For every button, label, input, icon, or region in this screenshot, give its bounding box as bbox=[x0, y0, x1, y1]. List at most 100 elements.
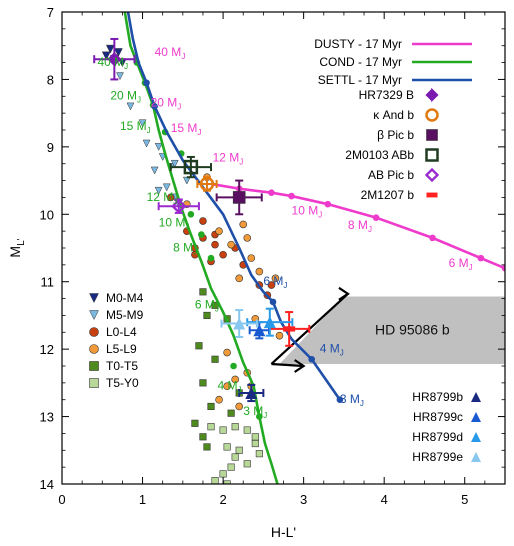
field-point-m0m4-0 bbox=[105, 44, 115, 54]
field-point-m5m9-4 bbox=[154, 143, 163, 151]
field-point-l0l4-4 bbox=[211, 240, 219, 249]
field-point-l5l9-3 bbox=[243, 234, 252, 242]
mass-label-dusty-5: 8 MJ bbox=[348, 218, 372, 234]
legend-model-dusty-label: DUSTY - 17 Myr bbox=[314, 37, 402, 51]
legend-hr8799-hr8799e-marker bbox=[471, 452, 481, 462]
field-point-l0l4-14 bbox=[267, 281, 276, 289]
field-point-m5m9-9 bbox=[154, 186, 163, 195]
field-point-m5m9-7 bbox=[182, 176, 191, 185]
mass-label-cond-10: 12 MJ bbox=[147, 190, 178, 206]
hd95086-region-layer: HD 95086 b bbox=[270, 286, 505, 373]
legend-field-t0t5-marker bbox=[89, 361, 99, 371]
field-point-l5l9-4 bbox=[215, 227, 223, 235]
companion-marker-twom0103 bbox=[183, 159, 199, 175]
hd95086-arrowhead-1 bbox=[338, 286, 350, 301]
field-point-l0l4-0 bbox=[166, 193, 175, 202]
field-point-t5y0-0 bbox=[207, 423, 215, 431]
mass-label-cond-8: 20 MJ bbox=[110, 89, 141, 105]
series-point-dusty-3 bbox=[324, 200, 332, 208]
x-axis-label: H-L' bbox=[271, 524, 296, 540]
x-tick-label-2: 2 bbox=[219, 492, 226, 507]
legend-companion-twom1207-marker bbox=[426, 192, 438, 198]
y-axis-label: ML' bbox=[7, 238, 27, 257]
y-tick-label-0: 7 bbox=[47, 5, 54, 20]
legend-hr8799-hr8799c-marker bbox=[471, 412, 481, 422]
series-point-cond-5 bbox=[187, 210, 195, 218]
field-point-m5m9-10 bbox=[150, 166, 159, 175]
field-point-t5y0-13 bbox=[251, 439, 259, 448]
companion-marker-hr8799b bbox=[245, 386, 258, 399]
companion-marker-hr8799c bbox=[253, 324, 266, 337]
field-point-l5l9-6 bbox=[271, 274, 280, 283]
field-point-t5y0-10 bbox=[211, 477, 219, 484]
series-point-dusty-7 bbox=[501, 264, 505, 272]
field-point-m5m9-3 bbox=[142, 139, 151, 148]
x-tick-label-0: 0 bbox=[58, 492, 65, 507]
field-point-l0l4-12 bbox=[199, 217, 207, 225]
field-point-t0t5-2 bbox=[195, 342, 203, 350]
y-tick-label-2: 9 bbox=[47, 140, 54, 155]
legend-field-m0m4-label: M0-M4 bbox=[106, 291, 144, 305]
field-point-t5y0-9 bbox=[219, 470, 227, 478]
field-point-t0t5-3 bbox=[203, 311, 211, 319]
mass-label-dusty-4: 10 MJ bbox=[292, 203, 323, 219]
legend-companion-twom1207-label: 2M1207 b bbox=[361, 188, 415, 202]
mass-label-cond-7: 40 MJ bbox=[97, 55, 128, 71]
series-point-settl-4 bbox=[336, 396, 344, 404]
legends-layer: DUSTY - 17 Myr COND - 17 Myr SETTL - 17 My… bbox=[89, 37, 481, 464]
series-point-settl-1 bbox=[151, 103, 158, 110]
field-points-layer bbox=[101, 44, 284, 484]
legend-companion-hr7329-marker bbox=[425, 87, 439, 103]
legend-field-t5y0-marker bbox=[89, 378, 99, 388]
legend-field-l0l4-label: L0-L4 bbox=[106, 325, 137, 339]
legend-field-l0l4-marker bbox=[89, 327, 99, 337]
legend-companion-twom0103-label: 2M0103 ABb bbox=[345, 148, 414, 162]
field-point-t5y0-6 bbox=[223, 443, 231, 451]
mass-label-cond-15: 3 MJ bbox=[243, 404, 267, 420]
series-point-cond-9 bbox=[256, 413, 263, 420]
field-point-t5y0-2 bbox=[231, 423, 239, 431]
legend-companion-betapic-label: β Pic b bbox=[377, 128, 414, 142]
series-point-dusty-4 bbox=[372, 214, 380, 221]
hd95086-region bbox=[279, 296, 505, 364]
field-point-t5y0-14 bbox=[255, 450, 263, 458]
legend-hr8799-hr8799e-label: HR8799e bbox=[412, 450, 463, 464]
companion-marker-hr8799e bbox=[233, 317, 246, 330]
x-tick-label-1: 1 bbox=[139, 492, 146, 507]
mass-label-cond-12: 8 MJ bbox=[173, 240, 197, 256]
field-point-l5l9-8 bbox=[227, 240, 235, 249]
legend-model-cond-label: COND - 17 Myr bbox=[319, 55, 402, 69]
mass-label-cond-14: 4 MJ bbox=[217, 379, 241, 395]
legend-field-t5y0-label: T5-Y0 bbox=[106, 376, 139, 390]
companion-marker-abpic bbox=[171, 198, 187, 214]
legend-field-m5m9-label: M5-M9 bbox=[106, 308, 144, 322]
series-point-dusty-1 bbox=[268, 189, 275, 197]
field-point-t5y0-7 bbox=[231, 453, 239, 461]
hd95086-arrow-0 bbox=[271, 362, 304, 368]
x-tick-label-3: 3 bbox=[300, 492, 307, 507]
legend-field-l5l9-label: L5-L9 bbox=[106, 342, 137, 356]
companion-marker-hr7329 bbox=[107, 51, 122, 68]
legend-companion-kand-marker bbox=[425, 108, 439, 122]
field-point-t0t5-9 bbox=[191, 419, 199, 427]
field-point-l5l9-5 bbox=[255, 267, 264, 276]
legend-hr8799-hr8799d-label: HR8799d bbox=[412, 430, 463, 444]
legend-companion-hr7329-label: HR7329 B bbox=[359, 88, 414, 102]
field-point-l5l9-16 bbox=[235, 402, 243, 411]
y-tick-label-7: 14 bbox=[40, 477, 54, 492]
field-point-t0t5-11 bbox=[203, 443, 211, 451]
mass-label-cond-13: 6 MJ bbox=[195, 298, 219, 314]
series-point-cond-6 bbox=[198, 231, 205, 238]
mass-label-cond-9: 15 MJ bbox=[120, 119, 151, 135]
field-point-t0t5-10 bbox=[199, 433, 207, 441]
legend-companion-kand-label: κ And b bbox=[373, 108, 414, 122]
field-point-m0m4-3 bbox=[101, 51, 111, 61]
field-point-t0t5-7 bbox=[227, 409, 235, 417]
field-point-t5y0-8 bbox=[227, 463, 235, 471]
field-point-l5l9-18 bbox=[275, 331, 284, 340]
legend-hr8799-hr8799c-label: HR8799c bbox=[413, 410, 463, 424]
hd95086-label: HD 95086 b bbox=[375, 321, 450, 337]
